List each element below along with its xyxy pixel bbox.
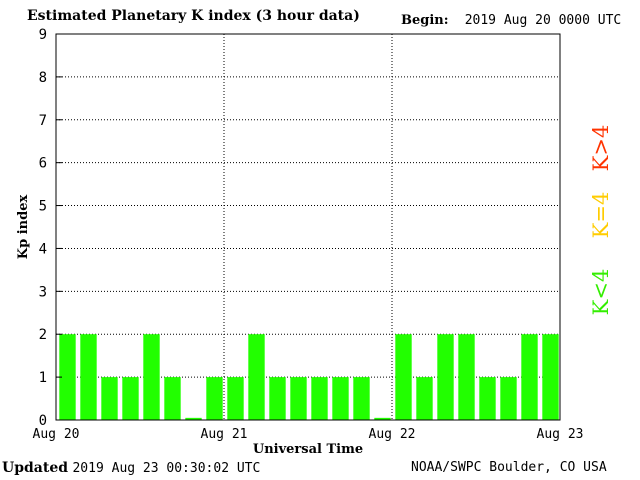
y-tick-label: 9: [39, 27, 47, 43]
plot-frame: [55, 33, 561, 421]
kp-bar: [311, 377, 328, 420]
begin-time: Begin: 2019 Aug 20 0000 UTC: [401, 13, 621, 28]
kp-bar: [332, 377, 349, 420]
chart-title: Estimated Planetary K index (3 hour data…: [27, 8, 360, 24]
y-axis-title: Kp index: [16, 195, 31, 260]
kp-bar: [185, 417, 202, 420]
kp-bar: [248, 334, 265, 420]
kp-bar: [437, 334, 454, 420]
y-tick-label: 0: [39, 413, 47, 429]
kp-bar: [59, 334, 76, 420]
x-tick-label: Aug 22: [369, 427, 416, 442]
x-tick-label: Aug 23: [537, 427, 584, 442]
kp-bar: [122, 377, 139, 420]
legend-item: K=4: [589, 192, 613, 239]
kp-bar: [500, 377, 517, 420]
kp-bar: [80, 334, 97, 420]
kp-bar: [542, 334, 559, 420]
y-tick-label: 4: [39, 241, 47, 257]
y-tick-label: 2: [39, 327, 47, 343]
kp-bar: [227, 377, 244, 420]
y-ticks: 0 1 2 3 4 5 6 7 8 9: [39, 27, 62, 429]
x-axis-title: Universal Time: [253, 442, 363, 457]
y-tick-label: 6: [39, 156, 47, 172]
kp-bar: [206, 377, 223, 420]
legend-item: K<4: [589, 269, 613, 316]
begin-value: 2019 Aug 20 0000 UTC: [464, 13, 622, 28]
y-tick-label: 8: [39, 70, 47, 86]
updated-info: Updated 2019 Aug 23 00:30:02 UTC: [2, 460, 260, 476]
kp-bar: [164, 377, 181, 420]
grid-lines: [56, 34, 560, 420]
kp-bar: [290, 377, 307, 420]
y-tick-label: 1: [39, 370, 47, 386]
legend-item: K>4: [589, 125, 613, 172]
y-tick-label: 3: [39, 284, 47, 300]
kp-bar: [479, 377, 496, 420]
kp-bar: [269, 377, 286, 420]
kp-bar: [416, 377, 433, 420]
x-tick-label: Aug 21: [201, 427, 248, 442]
credit: NOAA/SWPC Boulder, CO USA: [411, 460, 607, 475]
begin-label: Begin:: [401, 13, 449, 28]
legend: K>4 K=4 K<4: [589, 125, 613, 316]
y-tick-label: 7: [39, 113, 47, 129]
kp-bar: [521, 334, 538, 420]
kp-bar: [353, 377, 370, 420]
bars: [59, 334, 559, 420]
updated-value: 2019 Aug 23 00:30:02 UTC: [72, 461, 261, 476]
kp-bar: [101, 377, 118, 420]
kp-bar: [143, 334, 160, 420]
kp-bar: [374, 417, 391, 420]
kp-bar: [395, 334, 412, 420]
updated-label: Updated: [2, 460, 69, 476]
kp-bar: [458, 334, 475, 420]
y-tick-label: 5: [39, 199, 47, 215]
x-ticks: Aug 20 Aug 21 Aug 22 Aug 23: [33, 427, 584, 442]
x-tick-label: Aug 20: [33, 427, 80, 442]
